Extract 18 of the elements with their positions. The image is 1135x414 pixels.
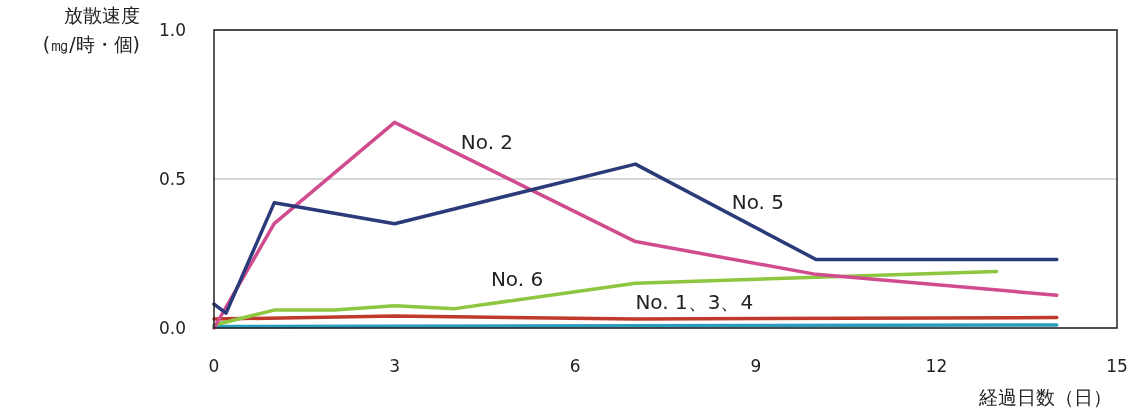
x-tick-label: 0 bbox=[208, 356, 220, 376]
line-series bbox=[212, 269, 999, 327]
line-series bbox=[212, 120, 1059, 330]
x-tick-label: 3 bbox=[389, 356, 401, 376]
y-axis-title: 放散速度 (㎎/時・個) bbox=[42, 4, 140, 55]
series-label: No. 6 bbox=[490, 267, 544, 292]
annotation: No. 1、3、4 bbox=[635, 290, 754, 315]
series-label: No. 5 bbox=[731, 189, 785, 214]
y-tick-label: 1.0 bbox=[158, 20, 186, 40]
x-axis-title: 経過日数（日） bbox=[978, 386, 1112, 408]
line-series bbox=[212, 162, 1059, 315]
x-tick-label: 15 bbox=[1106, 356, 1128, 376]
x-tick-label: 12 bbox=[925, 356, 948, 376]
y-tick-label: 0.5 bbox=[158, 169, 186, 189]
x-tick-label: 9 bbox=[750, 356, 762, 376]
x-tick-label: 6 bbox=[569, 356, 581, 376]
y-tick-label: 0.0 bbox=[158, 318, 186, 338]
series-label: No. 2 bbox=[460, 130, 514, 155]
